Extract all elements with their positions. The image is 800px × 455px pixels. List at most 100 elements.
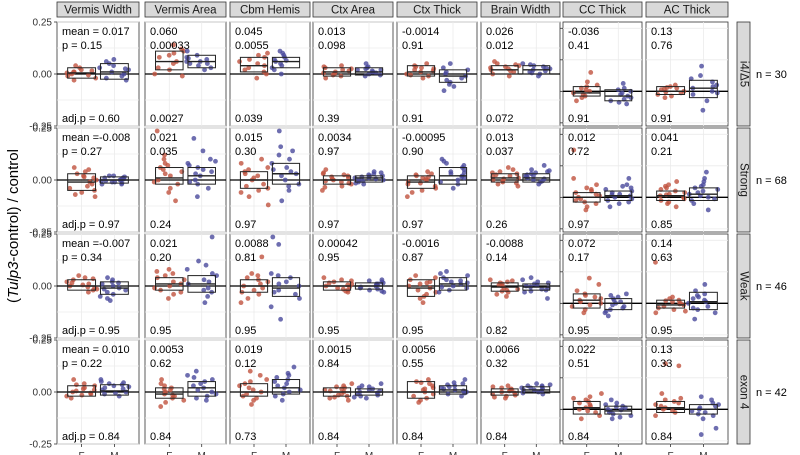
stat-adjp: 0.95 xyxy=(235,325,256,337)
data-point xyxy=(203,262,209,268)
stat-mean: 0.0015 xyxy=(318,344,352,356)
data-point xyxy=(286,188,292,193)
data-point xyxy=(618,407,624,413)
data-point xyxy=(161,386,167,392)
data-point xyxy=(166,190,172,195)
data-point xyxy=(460,381,466,387)
stat-adjp: 0.84 xyxy=(651,431,672,443)
box xyxy=(688,79,718,99)
column-strip xyxy=(396,1,478,18)
data-point xyxy=(360,178,366,184)
data-point xyxy=(171,50,177,56)
panel: 0.0015 0.84 0.84 F M xyxy=(312,339,394,455)
stat-adjp: 0.26 xyxy=(486,219,507,231)
data-point xyxy=(700,107,706,113)
data-point xyxy=(458,278,463,284)
data-point xyxy=(416,400,422,405)
data-point xyxy=(81,381,87,387)
stat-p: 0.76 xyxy=(651,40,672,52)
data-point xyxy=(249,271,255,276)
data-point xyxy=(89,68,95,74)
data-point xyxy=(290,148,295,154)
column-strip-label: AC Thick xyxy=(664,5,711,17)
data-point xyxy=(699,63,704,69)
data-point xyxy=(238,300,244,306)
data-point xyxy=(349,278,354,284)
data-point xyxy=(81,174,87,180)
data-point xyxy=(111,57,117,62)
data-point xyxy=(585,408,591,414)
data-point xyxy=(270,167,276,173)
data-point xyxy=(419,188,425,193)
data-point xyxy=(455,177,461,183)
data-point xyxy=(659,391,665,396)
data-point xyxy=(201,287,207,293)
data-point xyxy=(459,393,464,399)
data-point xyxy=(624,101,630,107)
data-point xyxy=(276,242,282,247)
data-point xyxy=(123,287,129,293)
data-point xyxy=(162,273,168,278)
row-n-label: n = 68 xyxy=(756,175,787,187)
data-point xyxy=(111,383,117,389)
data-point xyxy=(490,384,496,390)
data-point xyxy=(200,167,206,173)
data-point xyxy=(339,183,345,189)
data-point xyxy=(494,61,500,66)
data-point xyxy=(438,271,443,276)
data-point xyxy=(275,273,281,278)
panel: 0.041 0.21 0.85 xyxy=(645,127,729,233)
data-point xyxy=(268,271,274,276)
data-point xyxy=(441,158,447,164)
panel: 0.019 0.12 0.73 F M xyxy=(229,339,311,455)
stat-p: 0.20 xyxy=(150,252,171,264)
box xyxy=(271,379,301,395)
data-point xyxy=(700,188,706,194)
stat-adjp: 0.97 xyxy=(235,219,256,231)
data-point xyxy=(74,382,79,388)
data-point xyxy=(279,198,285,204)
row-strip xyxy=(736,233,751,339)
data-point xyxy=(571,176,577,181)
x-tick-label: M xyxy=(110,451,118,455)
data-point xyxy=(279,173,284,179)
data-point xyxy=(196,258,201,264)
data-point xyxy=(283,279,289,285)
data-point xyxy=(159,377,164,382)
data-point xyxy=(422,386,428,392)
data-point xyxy=(323,75,329,81)
data-point xyxy=(155,65,161,71)
data-point xyxy=(251,175,257,181)
panel: -0.036 0.41 0.91 xyxy=(562,21,643,127)
data-point xyxy=(507,173,513,179)
data-point xyxy=(286,183,292,189)
box xyxy=(155,167,184,185)
data-point xyxy=(503,64,508,70)
data-point xyxy=(529,167,534,173)
data-point xyxy=(705,194,711,200)
data-point xyxy=(85,183,90,189)
data-point xyxy=(102,391,107,397)
data-point xyxy=(609,416,615,422)
data-point xyxy=(204,57,210,62)
x-tick-label: F xyxy=(251,451,257,455)
stat-p: p = 0.34 xyxy=(62,252,102,264)
panel: 0.015 0.30 0.97 xyxy=(229,127,311,233)
data-point xyxy=(162,171,168,177)
data-point xyxy=(405,181,411,187)
stat-p: 0.21 xyxy=(651,146,672,158)
stat-p: 0.012 xyxy=(486,40,514,52)
data-point xyxy=(505,289,511,295)
box xyxy=(604,405,633,415)
y-tick-label: 0.00 xyxy=(33,388,53,399)
stat-p: 0.00033 xyxy=(150,40,190,52)
stat-adjp: 0.84 xyxy=(568,431,589,443)
data-point xyxy=(194,194,200,200)
data-point xyxy=(247,368,253,374)
data-point xyxy=(71,165,77,170)
data-point xyxy=(713,425,719,431)
data-point xyxy=(459,75,465,81)
data-point xyxy=(346,175,351,181)
data-point xyxy=(674,179,680,184)
data-point xyxy=(171,42,176,48)
